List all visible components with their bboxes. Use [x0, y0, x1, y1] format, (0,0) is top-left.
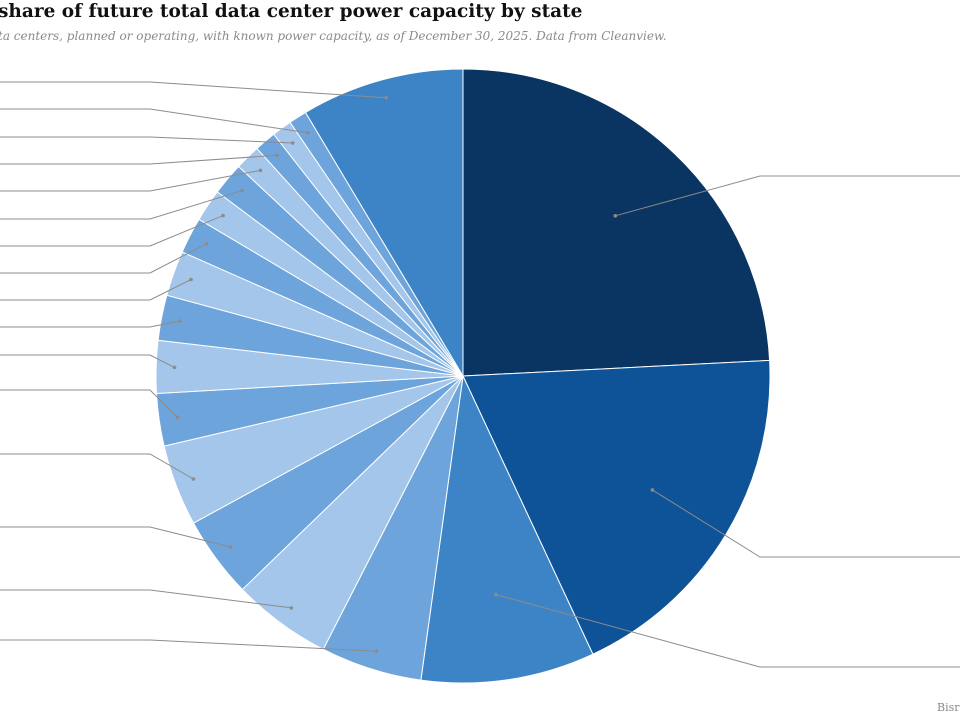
leader-line-8: [0, 389, 178, 418]
leader-dot-6: [228, 545, 233, 549]
leader-line-17: [0, 136, 293, 144]
leader-dot-17: [290, 141, 295, 145]
leader-line-19: [0, 81, 387, 99]
pie-slice-1: [462, 68, 771, 377]
leader-line-15: [0, 169, 261, 192]
leader-line-13: [0, 215, 224, 247]
leader-line-4: [0, 639, 377, 652]
leader-dot-15: [258, 168, 263, 173]
leader-line-7: [0, 453, 194, 480]
chart-subtitle: ta centers, planned or operating, with k…: [0, 29, 667, 43]
chart-title: share of future total data center power …: [0, 1, 583, 22]
pie-slice-19: [304, 68, 464, 378]
leader-dot-18: [305, 131, 310, 135]
leader-line-16: [0, 154, 278, 165]
pie-slice-3: [420, 374, 594, 684]
leader-dot-16: [275, 153, 279, 158]
leader-line-18: [0, 108, 308, 134]
leader-dot-14: [240, 188, 244, 193]
leader-line-9: [0, 354, 175, 368]
leader-dot-10: [177, 319, 182, 323]
leader-line-5: [0, 589, 292, 609]
leader-line-11: [0, 279, 192, 301]
leader-dot-12: [204, 242, 209, 246]
leader-dot-4: [374, 649, 379, 653]
leader-line-12: [0, 243, 207, 274]
leader-line-1: [615, 175, 960, 217]
leader-dot-11: [189, 277, 193, 282]
leader-dot-5: [289, 606, 294, 610]
pie-slice-2: [462, 359, 771, 655]
leader-dot-7: [191, 477, 196, 481]
leader-dot-3: [494, 592, 498, 597]
leader-dot-19: [384, 96, 389, 100]
leader-dot-13: [221, 213, 225, 218]
leader-dot-1: [613, 214, 618, 218]
leader-dot-8: [175, 415, 180, 420]
leader-dot-2: [650, 488, 655, 492]
leader-line-10: [0, 320, 180, 328]
leader-line-3: [495, 594, 960, 668]
leader-dot-9: [172, 365, 177, 370]
leader-line-14: [0, 190, 242, 220]
leader-line-6: [0, 526, 231, 548]
source-credit: Bisr: [937, 701, 960, 714]
leader-line-2: [652, 489, 960, 558]
